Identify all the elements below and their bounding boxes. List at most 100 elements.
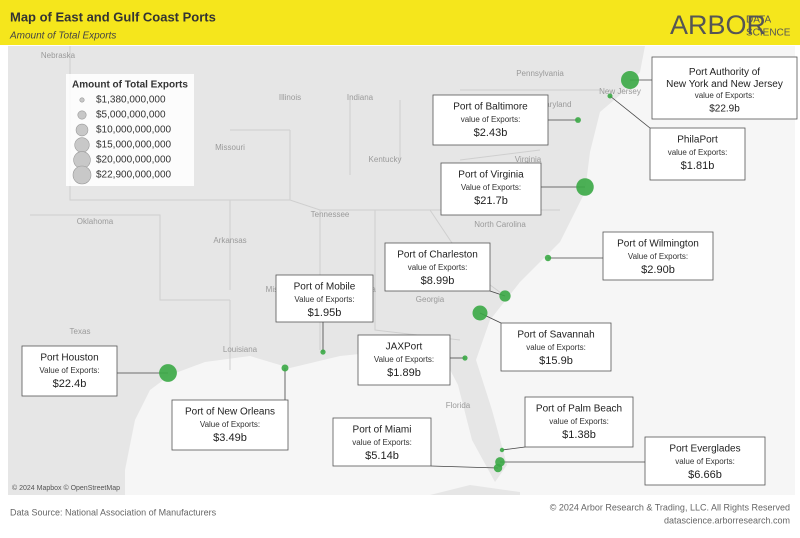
port-box bbox=[602, 231, 714, 281]
port-name-line: New York and New Jersey bbox=[666, 79, 783, 90]
port-value: $1.95b bbox=[308, 307, 342, 319]
port-caption: value of Exports: bbox=[695, 91, 755, 100]
port-caption: Value of Exports: bbox=[200, 420, 260, 429]
port-caption: value of Exports: bbox=[408, 263, 468, 272]
port-box bbox=[644, 436, 766, 486]
port-box bbox=[384, 242, 491, 292]
port-bubble bbox=[607, 93, 613, 99]
legend-label: $5,000,000,000 bbox=[96, 110, 166, 121]
map-label: New Jersey bbox=[599, 87, 641, 96]
port-value: $1.89b bbox=[387, 367, 421, 379]
legend-bubble bbox=[74, 137, 90, 153]
map-label: Texas bbox=[70, 327, 91, 336]
port-box bbox=[651, 56, 798, 120]
port-box bbox=[500, 322, 612, 372]
map-label: North Carolina bbox=[474, 220, 526, 229]
map-label: Virginia bbox=[515, 155, 542, 164]
ocean bbox=[125, 46, 795, 495]
map-label: Indiana bbox=[347, 93, 374, 102]
port-caption: value of Exports: bbox=[549, 417, 609, 426]
map-label: Kentucky bbox=[369, 155, 402, 164]
port-caption: Value of Exports: bbox=[461, 183, 521, 192]
port-value: $8.99b bbox=[421, 275, 455, 287]
port-value: $2.90b bbox=[641, 264, 675, 276]
copyright: © 2024 Arbor Research & Trading, LLC. Al… bbox=[550, 502, 790, 512]
legend-title: Amount of Total Exports bbox=[72, 80, 188, 91]
port-bubble bbox=[472, 305, 488, 321]
port-value: $15.9b bbox=[539, 355, 573, 367]
port-bubble bbox=[495, 457, 505, 467]
port-bubble bbox=[544, 254, 552, 262]
legend-label: $22,900,000,000 bbox=[96, 170, 172, 181]
legend-label: $1,380,000,000 bbox=[96, 95, 166, 106]
port-bubble bbox=[576, 178, 594, 196]
map-label: Missouri bbox=[215, 143, 245, 152]
port-name: Port of Charleston bbox=[397, 250, 478, 261]
data-source: Data Source: National Association of Man… bbox=[10, 507, 217, 517]
port-name: Port Houston bbox=[40, 353, 98, 364]
port-name: Port Authority of New York and New Jersey bbox=[666, 67, 783, 90]
map-label: Illinois bbox=[279, 93, 301, 102]
port-box bbox=[524, 396, 634, 448]
port-value: $2.43b bbox=[474, 127, 508, 139]
port-caption: Value of Exports: bbox=[294, 295, 354, 304]
port-value: $1.38b bbox=[562, 429, 596, 441]
map-label: Oklahoma bbox=[77, 217, 114, 226]
logo-main: ARBOR bbox=[670, 10, 766, 40]
map-label: Maryland bbox=[539, 100, 572, 109]
port-value: $22.4b bbox=[53, 378, 87, 390]
leader-line bbox=[609, 95, 651, 129]
port-bubble bbox=[320, 349, 326, 355]
port-name: Port of Baltimore bbox=[453, 102, 528, 113]
port-caption: value of Exports: bbox=[352, 438, 412, 447]
map-label: Tennessee bbox=[311, 210, 350, 219]
port-box bbox=[332, 417, 432, 467]
map-label: Florida bbox=[446, 401, 471, 410]
port-name-line: Port Authority of bbox=[689, 67, 760, 78]
map-label: Louisiana bbox=[223, 345, 258, 354]
port-caption: value of Exports: bbox=[668, 148, 728, 157]
port-bubble bbox=[499, 447, 505, 453]
port-name: Port of Savannah bbox=[517, 330, 594, 341]
map-label: Georgia bbox=[416, 295, 445, 304]
site-url: datascience.arborresearch.com bbox=[664, 515, 790, 525]
legend-bubble bbox=[77, 110, 87, 120]
port-value: $5.14b bbox=[365, 450, 399, 462]
port-bubble bbox=[575, 117, 581, 123]
legend-bubble bbox=[72, 165, 92, 185]
port-caption: value of Exports: bbox=[526, 343, 586, 352]
port-bubble bbox=[462, 355, 468, 361]
header-band bbox=[0, 0, 800, 45]
legend-bubble bbox=[79, 97, 85, 103]
port-bubble bbox=[281, 364, 289, 372]
legend-label: $20,000,000,000 bbox=[96, 155, 172, 166]
legend-label: $15,000,000,000 bbox=[96, 140, 172, 151]
title: Map of East and Gulf Coast Ports bbox=[10, 9, 216, 24]
leader-line bbox=[430, 465, 499, 469]
port-box bbox=[440, 162, 542, 216]
port-name: Port Everglades bbox=[669, 444, 740, 455]
port-name: Port of Palm Beach bbox=[536, 404, 622, 415]
port-box bbox=[21, 345, 118, 397]
port-caption: value of Exports: bbox=[675, 457, 735, 466]
port-value: $22.9b bbox=[709, 104, 740, 115]
port-caption: Value of Exports: bbox=[374, 355, 434, 364]
logo-bottom: SCIENCE bbox=[746, 28, 791, 39]
port-box bbox=[649, 127, 746, 181]
port-name: Port of New Orleans bbox=[185, 407, 275, 418]
map-label: Arkansas bbox=[213, 236, 246, 245]
port-name: Port of Wilmington bbox=[617, 239, 699, 250]
port-caption: value of Exports: bbox=[461, 115, 521, 124]
port-bubble bbox=[621, 71, 639, 89]
legend-bubble bbox=[75, 123, 89, 137]
leader-line bbox=[501, 446, 526, 451]
subtitle: Amount of Total Exports bbox=[9, 31, 116, 42]
port-name: Port of Miami bbox=[353, 425, 412, 436]
port-name: PhilaPort bbox=[677, 135, 718, 146]
port-caption: Value of Exports: bbox=[39, 366, 99, 375]
port-value: $6.66b bbox=[688, 469, 722, 481]
cuba bbox=[430, 485, 520, 495]
port-bubble bbox=[499, 290, 511, 302]
port-value: $21.7b bbox=[474, 195, 508, 207]
